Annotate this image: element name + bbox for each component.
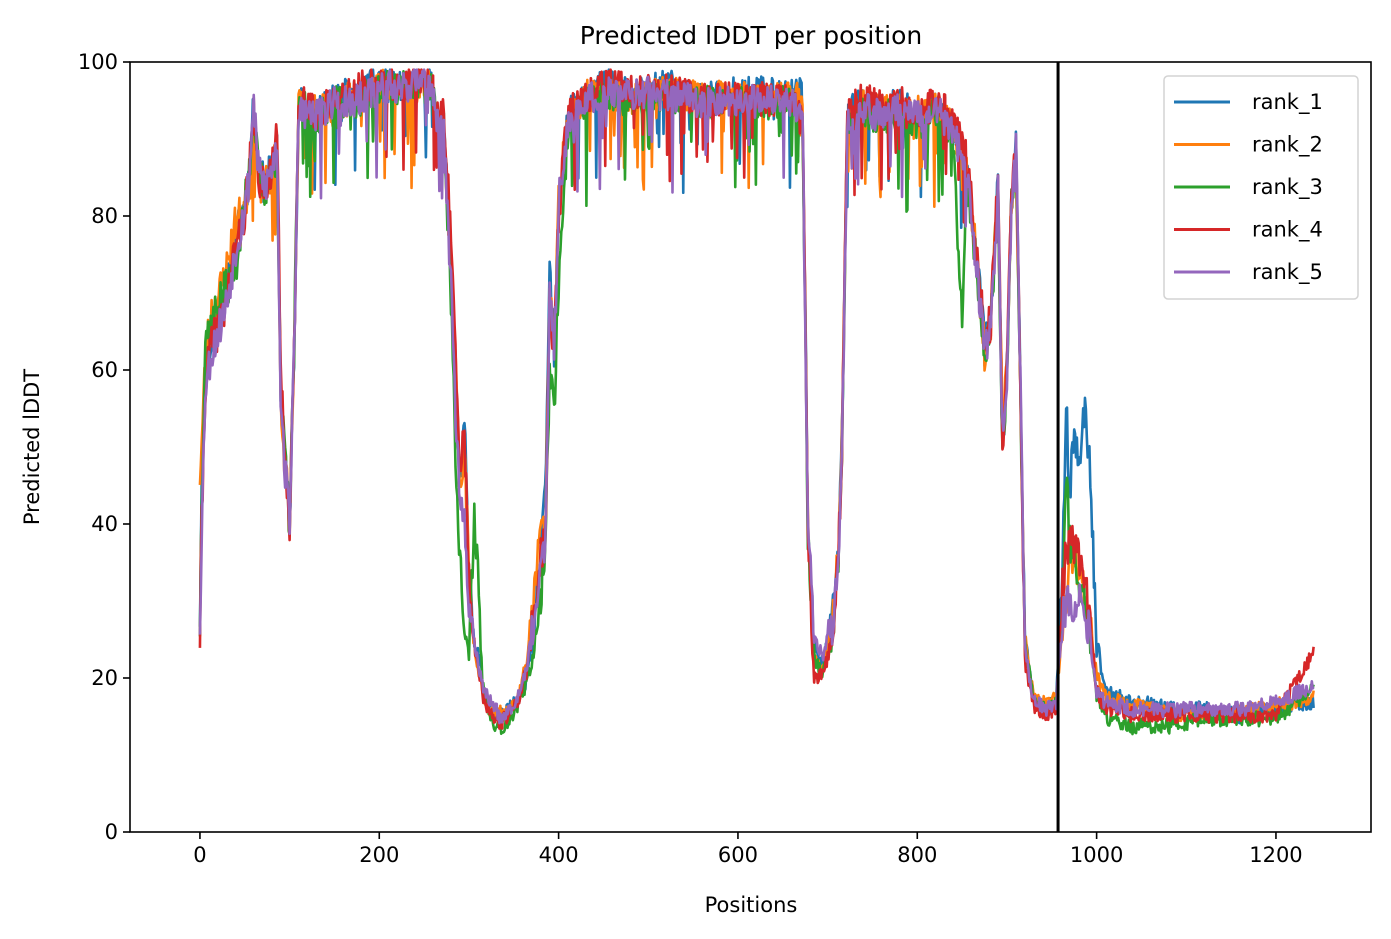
x-tick-label: 0 (193, 843, 206, 867)
y-tick-label: 0 (105, 820, 118, 844)
legend-label: rank_1 (1252, 90, 1323, 115)
series-lines (198, 68, 1315, 736)
y-tick-label: 40 (91, 512, 118, 536)
x-tick-label: 1000 (1070, 843, 1123, 867)
x-tick-label: 400 (539, 843, 579, 867)
plot-frame (129, 61, 1372, 833)
legend-label: rank_5 (1252, 260, 1323, 285)
x-axis-title: Positions (705, 893, 798, 917)
legend-label: rank_3 (1252, 175, 1323, 200)
y-axis-ticks: 0 20 40 60 80 100 (78, 50, 130, 844)
chart-title: Predicted lDDT per position (580, 21, 922, 50)
legend-label: rank_2 (1252, 133, 1323, 158)
x-tick-label: 1200 (1249, 843, 1302, 867)
y-tick-label: 20 (91, 666, 118, 690)
legend-box (1163, 75, 1359, 300)
series-line-rank-5 (198, 68, 1315, 725)
x-tick-label: 200 (359, 843, 399, 867)
legend: rank_1 rank_2 rank_3 rank_4 rank_5 (1163, 75, 1359, 300)
y-tick-label: 100 (78, 50, 118, 74)
y-tick-label: 60 (91, 358, 118, 382)
y-axis-title: Predicted lDDT (20, 369, 44, 525)
x-tick-label: 600 (718, 843, 758, 867)
x-axis-ticks: 0 200 400 600 800 1000 1200 (193, 832, 1303, 867)
y-tick-label: 80 (91, 204, 118, 228)
legend-label: rank_4 (1252, 218, 1323, 243)
x-tick-label: 800 (897, 843, 937, 867)
